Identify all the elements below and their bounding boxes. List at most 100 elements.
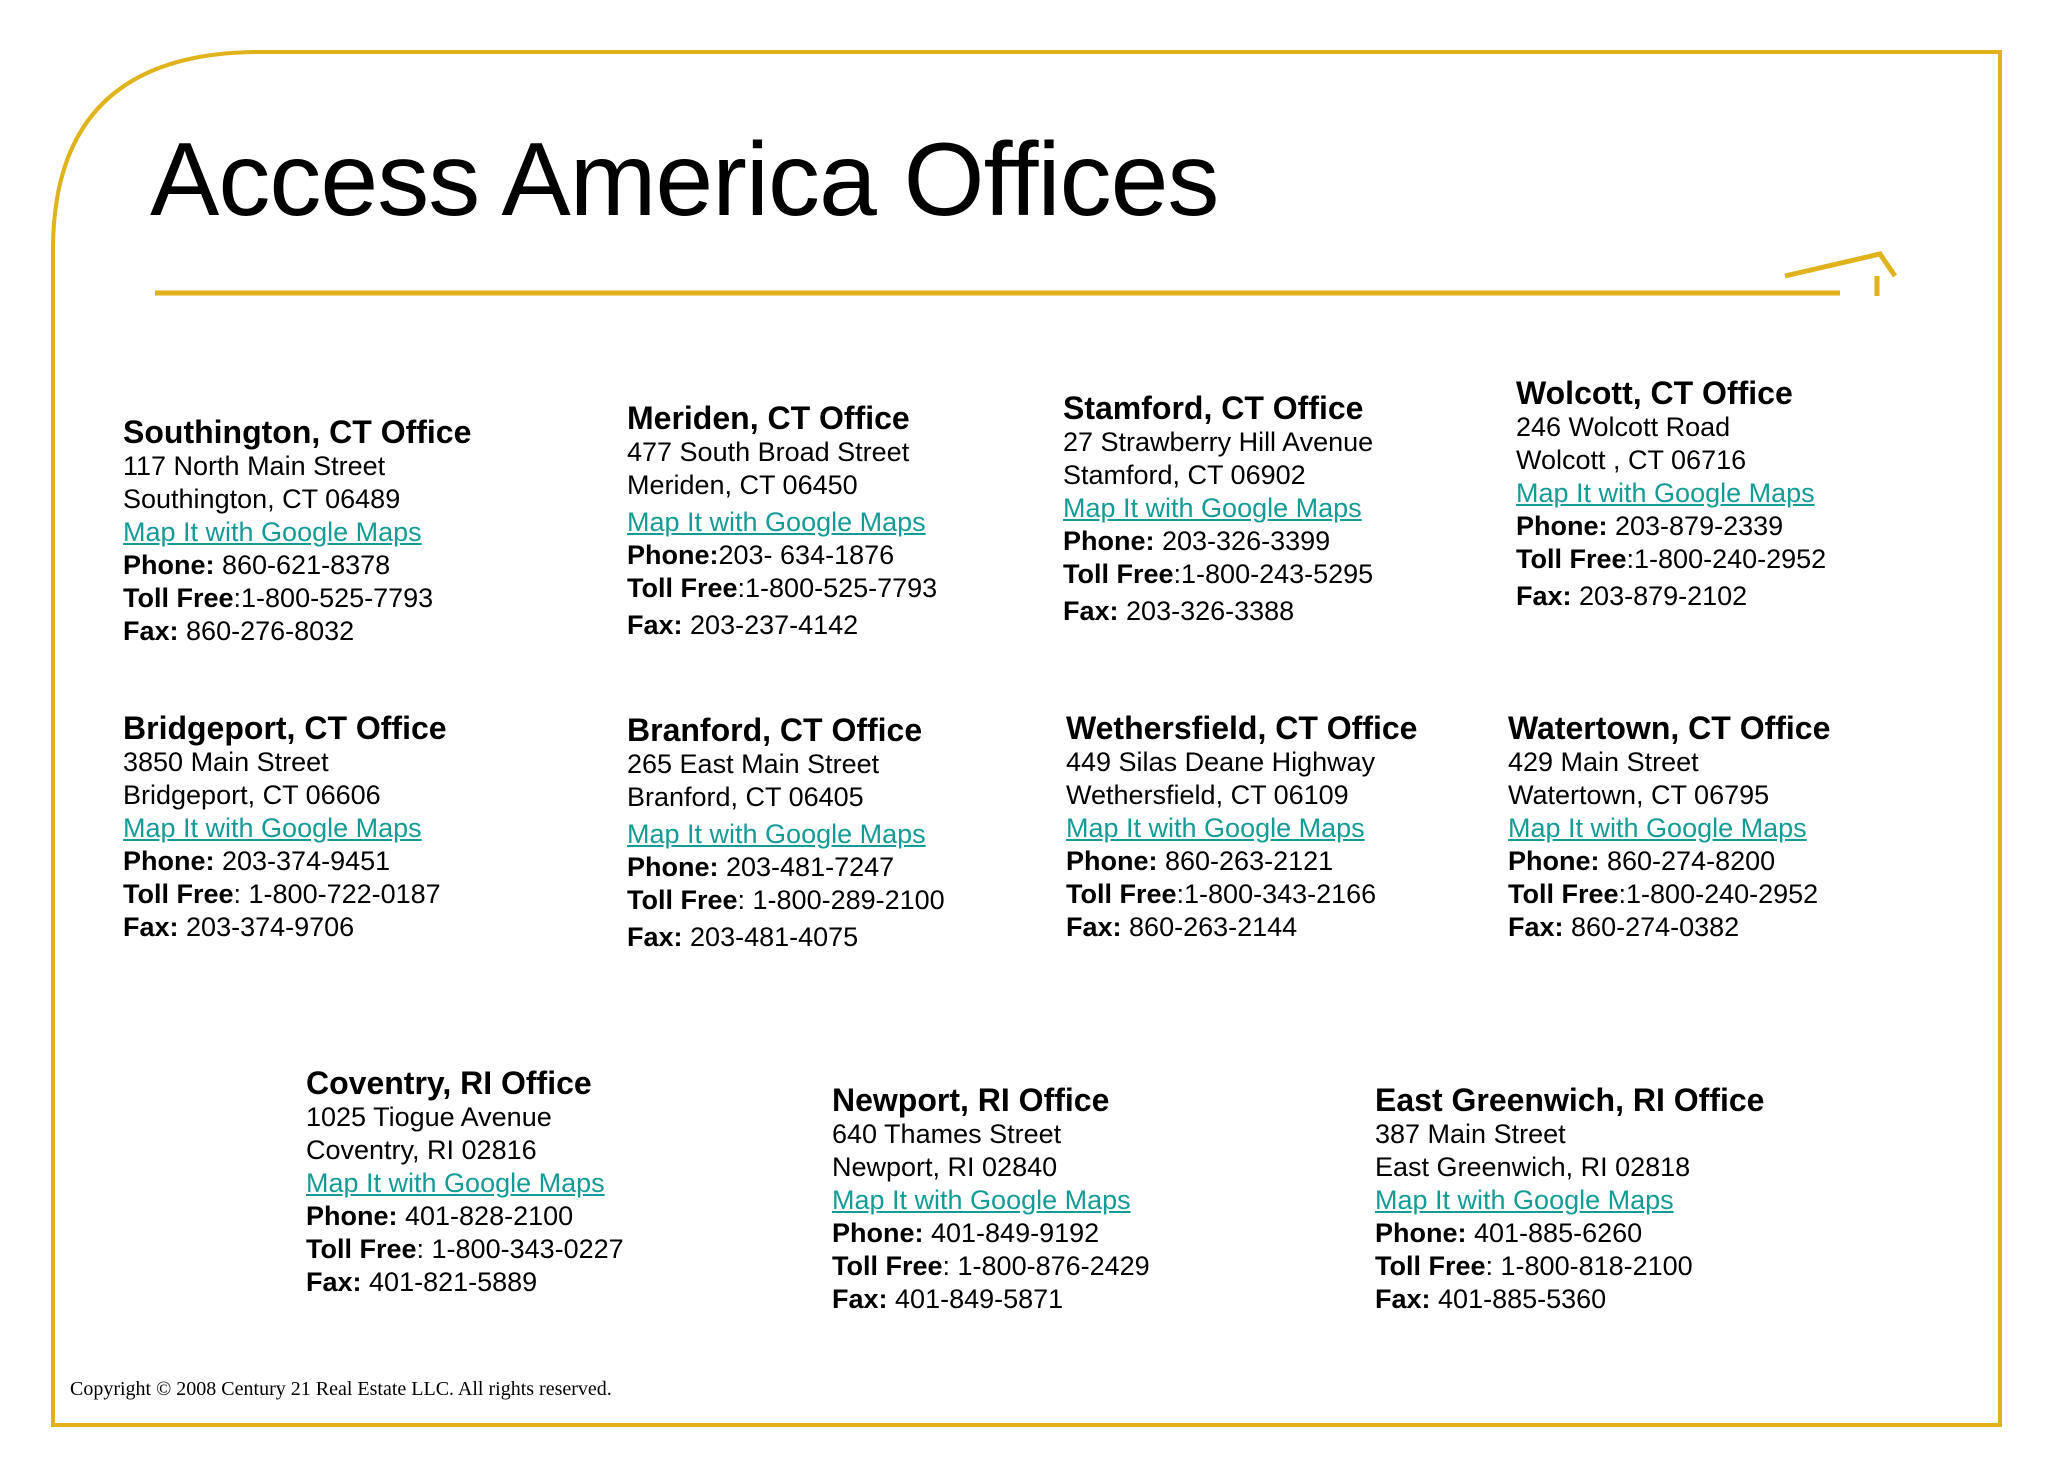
fax-value: 401-821-5889 [361, 1267, 538, 1297]
phone-label: Phone: [1516, 511, 1608, 541]
office-name: Branford, CT Office [627, 712, 923, 748]
toll-free-label: Toll Free [627, 885, 738, 915]
slide-border [51, 50, 2002, 1427]
office-city: Southington, CT 06489 [123, 484, 401, 514]
toll-free-value: : 1-800-876-2429 [942, 1251, 1150, 1281]
phone-label: Phone: [123, 846, 215, 876]
map-link[interactable]: Map It with Google Maps [123, 813, 422, 843]
office-fax: Fax: 401-849-5871 [832, 1283, 1150, 1316]
fax-label: Fax: [123, 912, 179, 942]
office-toll-free: Toll Free:1-800-525-7793 [627, 572, 937, 605]
office-city: Meriden, CT 06450 [627, 470, 858, 500]
fax-label: Fax: [1066, 912, 1122, 942]
office-street: 477 South Broad Street [627, 437, 910, 467]
office-name: Newport, RI Office [832, 1082, 1110, 1118]
office-name: Bridgeport, CT Office [123, 710, 447, 746]
map-link[interactable]: Map It with Google Maps [627, 819, 926, 849]
office-name: Meriden, CT Office [627, 400, 910, 436]
phone-label: Phone: [1066, 846, 1158, 876]
map-link[interactable]: Map It with Google Maps [306, 1168, 605, 1198]
office-phone: Phone: 203-879-2339 [1516, 510, 1826, 543]
office-name: Stamford, CT Office [1063, 390, 1364, 426]
toll-free-label: Toll Free [1516, 544, 1627, 574]
toll-free-label: Toll Free [1508, 879, 1619, 909]
toll-free-label: Toll Free [1375, 1251, 1486, 1281]
page-title: Access America Offices [150, 122, 1219, 238]
office-toll-free: Toll Free:1-800-243-5295 [1063, 558, 1373, 591]
toll-free-label: Toll Free [123, 583, 234, 613]
office-phone: Phone: 401-828-2100 [306, 1200, 624, 1233]
office-city: Watertown, CT 06795 [1508, 780, 1770, 810]
office-street: 387 Main Street [1375, 1119, 1566, 1149]
phone-label: Phone: [1063, 526, 1155, 556]
office-fax: Fax: 203-374-9706 [123, 911, 447, 944]
toll-free-value: : 1-800-289-2100 [737, 885, 945, 915]
office-toll-free: Toll Free: 1-800-818-2100 [1375, 1250, 1764, 1283]
fax-label: Fax: [123, 616, 179, 646]
fax-value: 401-849-5871 [887, 1284, 1064, 1314]
office-phone: Phone: 860-274-8200 [1508, 845, 1830, 878]
map-link[interactable]: Map It with Google Maps [1066, 813, 1365, 843]
office-city: Branford, CT 06405 [627, 782, 864, 812]
office-branford: Branford, CT Office 265 East Main Street… [627, 712, 945, 954]
phone-label: Phone: [627, 852, 719, 882]
office-street: 265 East Main Street [627, 749, 880, 779]
toll-free-value: : 1-800-818-2100 [1485, 1251, 1693, 1281]
office-name: Southington, CT Office [123, 414, 472, 450]
office-meriden: Meriden, CT Office 477 South Broad Stree… [627, 400, 937, 642]
office-phone: Phone:203- 634-1876 [627, 539, 937, 572]
phone-value: 203-481-7247 [718, 852, 895, 882]
office-street: 429 Main Street [1508, 747, 1699, 777]
office-city: Wethersfield, CT 06109 [1066, 780, 1349, 810]
office-southington: Southington, CT Office 117 North Main St… [123, 414, 471, 648]
phone-value: 401-849-9192 [923, 1218, 1100, 1248]
office-city: Coventry, RI 02816 [306, 1135, 537, 1165]
fax-value: 203-326-3388 [1118, 596, 1295, 626]
office-phone: Phone: 860-263-2121 [1066, 845, 1417, 878]
toll-free-label: Toll Free [306, 1234, 417, 1264]
map-link[interactable]: Map It with Google Maps [1063, 493, 1362, 523]
phone-value: 203- 634-1876 [718, 540, 895, 570]
map-link[interactable]: Map It with Google Maps [832, 1185, 1131, 1215]
office-toll-free: Toll Free:1-800-240-2952 [1516, 543, 1826, 576]
office-street: 117 North Main Street [123, 451, 386, 481]
fax-value: 860-274-0382 [1563, 912, 1740, 942]
office-watertown: Watertown, CT Office 429 Main Street Wat… [1508, 710, 1830, 944]
office-phone: Phone: 401-849-9192 [832, 1217, 1150, 1250]
map-link[interactable]: Map It with Google Maps [627, 507, 926, 537]
office-name: Wolcott, CT Office [1516, 375, 1793, 411]
toll-free-value: :1-800-243-5295 [1173, 559, 1374, 589]
fax-label: Fax: [1508, 912, 1564, 942]
phone-value: 203-879-2339 [1607, 511, 1784, 541]
phone-label: Phone: [1508, 846, 1600, 876]
office-city: Newport, RI 02840 [832, 1152, 1058, 1182]
map-link[interactable]: Map It with Google Maps [1508, 813, 1807, 843]
toll-free-value: :1-800-525-7793 [737, 573, 938, 603]
office-city: East Greenwich, RI 02818 [1375, 1152, 1691, 1182]
office-city: Stamford, CT 06902 [1063, 460, 1306, 490]
fax-value: 401-885-5360 [1430, 1284, 1607, 1314]
office-newport: Newport, RI Office 640 Thames Street New… [832, 1082, 1150, 1316]
fax-value: 203-374-9706 [178, 912, 355, 942]
toll-free-label: Toll Free [1066, 879, 1177, 909]
fax-label: Fax: [832, 1284, 888, 1314]
fax-label: Fax: [1375, 1284, 1431, 1314]
toll-free-label: Toll Free [627, 573, 738, 603]
phone-label: Phone: [306, 1201, 398, 1231]
office-fax: Fax: 401-821-5889 [306, 1266, 624, 1299]
map-link[interactable]: Map It with Google Maps [1375, 1185, 1674, 1215]
office-name: Watertown, CT Office [1508, 710, 1831, 746]
office-street: 3850 Main Street [123, 747, 329, 777]
office-toll-free: Toll Free: 1-800-343-0227 [306, 1233, 624, 1266]
phone-value: 860-274-8200 [1599, 846, 1776, 876]
map-link[interactable]: Map It with Google Maps [123, 517, 422, 547]
phone-label: Phone: [1375, 1218, 1467, 1248]
office-toll-free: Toll Free: 1-800-876-2429 [832, 1250, 1150, 1283]
toll-free-label: Toll Free [1063, 559, 1174, 589]
office-wolcott: Wolcott, CT Office 246 Wolcott Road Wolc… [1516, 375, 1826, 613]
map-link[interactable]: Map It with Google Maps [1516, 478, 1815, 508]
office-name: Coventry, RI Office [306, 1065, 592, 1101]
phone-value: 401-828-2100 [397, 1201, 574, 1231]
fax-value: 203-237-4142 [682, 610, 859, 640]
